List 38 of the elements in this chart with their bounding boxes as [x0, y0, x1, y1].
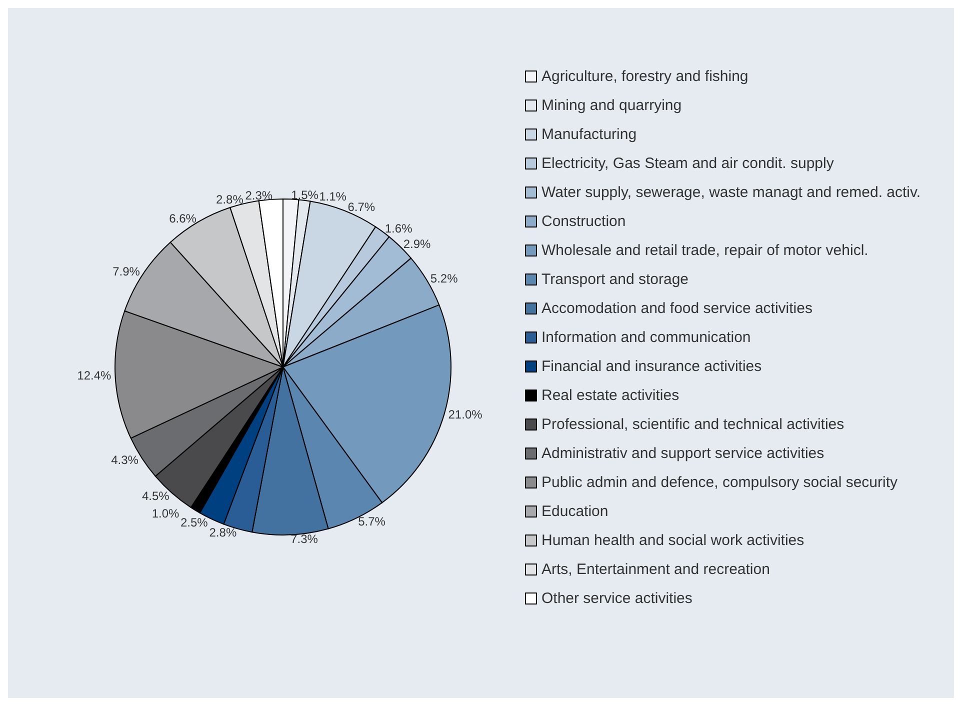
- legend-label: Accomodation and food service activities: [542, 300, 812, 317]
- legend-label: Professional, scientific and technical activities: [542, 416, 844, 433]
- data-label: 1.6%: [384, 221, 413, 236]
- data-label: 6.7%: [348, 200, 376, 214]
- legend-label: Arts, Entertainment and recreation: [542, 561, 770, 578]
- legend-label: Other service activities: [542, 590, 692, 607]
- data-label: 5.7%: [358, 514, 386, 529]
- data-label: 4.3%: [111, 453, 139, 468]
- legend-label: Water supply, sewerage, waste managt and remed. activ.: [542, 184, 921, 201]
- legend-label: Administrativ and support service activities: [542, 445, 824, 462]
- data-label: 21.0%: [448, 408, 483, 422]
- data-label: 1.5%: [291, 188, 319, 202]
- data-label: 2.8%: [216, 192, 244, 207]
- legend-label: Wholesale and retail trade, repair of motor vehicl.: [542, 242, 868, 259]
- data-label: 2.3%: [245, 188, 273, 202]
- legend-label: Electricity, Gas Steam and air condit. supply: [542, 155, 834, 172]
- data-label: 2.9%: [403, 237, 432, 252]
- legend-label: Information and communication: [542, 329, 751, 346]
- legend-label: Manufacturing: [542, 126, 637, 143]
- data-label: 12.4%: [77, 368, 112, 382]
- data-label: 5.2%: [430, 271, 458, 286]
- data-label: 2.8%: [209, 526, 237, 540]
- legend-label: Real estate activities: [542, 387, 680, 404]
- legend-label: Construction: [542, 213, 626, 230]
- legend-label: Financial and insurance activities: [542, 358, 762, 375]
- data-label: 4.5%: [142, 489, 170, 504]
- data-label: 6.6%: [169, 211, 197, 226]
- data-label: 1.0%: [152, 506, 180, 521]
- legend-label: Education: [542, 503, 608, 520]
- legend-label: Transport and storage: [542, 271, 689, 288]
- legend-label: Agriculture, forestry and fishing: [542, 68, 748, 85]
- data-label: 7.9%: [112, 264, 140, 279]
- data-label: 7.3%: [290, 532, 318, 546]
- data-label: 1.1%: [319, 189, 347, 204]
- legend-label: Human health and social work activities: [542, 532, 804, 549]
- data-label: 2.5%: [180, 516, 208, 530]
- legend-label: Mining and quarrying: [542, 97, 682, 114]
- legend-label: Public admin and defence, compulsory social security: [542, 474, 898, 491]
